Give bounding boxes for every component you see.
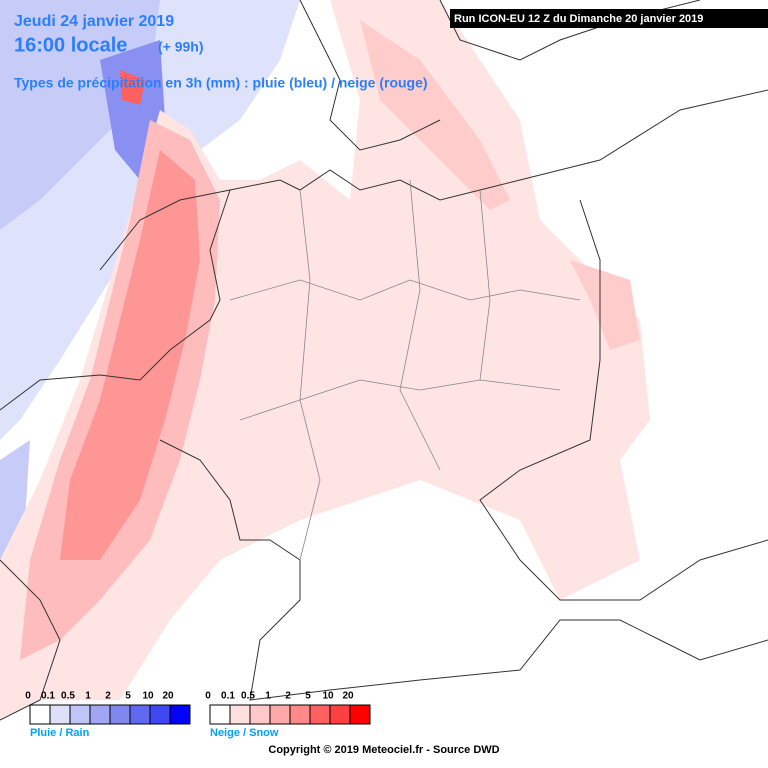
- subtitle: Types de précipitation en 3h (mm) : plui…: [14, 75, 428, 91]
- run-info: Run ICON-EU 12 Z du Dimanche 20 janvier …: [454, 13, 703, 25]
- legend-tick-label: 0: [205, 691, 211, 702]
- legend-tick-label: 2: [105, 691, 111, 702]
- legend-swatch: [129, 704, 151, 725]
- snow-area: [360, 20, 510, 210]
- legend-tick-label: 5: [125, 691, 131, 702]
- legend-tick-label: 1: [85, 691, 91, 702]
- legend-tick-label: 5: [305, 691, 311, 702]
- legend-swatch: [149, 704, 171, 725]
- snow-core: [120, 70, 145, 105]
- legend-swatch: [229, 704, 251, 725]
- legend-tick-label: 20: [162, 691, 174, 702]
- legend-swatch: [209, 704, 231, 725]
- legend-tick-label: 0.5: [61, 691, 75, 702]
- date: Jeudi 24 janvier 2019: [14, 13, 174, 30]
- legend-tick-label: 1: [265, 691, 271, 702]
- rain-legend: 0 0.1 0.5 1 2 5 10 20: [25, 691, 191, 725]
- legend-tick-label: 10: [142, 691, 154, 702]
- legend-swatch: [349, 704, 371, 725]
- time: 16:00 locale: [14, 34, 127, 56]
- legend-tick-label: 0.1: [221, 691, 235, 702]
- run-box: [450, 9, 768, 28]
- rain-label: Pluie / Rain: [30, 727, 90, 739]
- legend-tick-label: 0.5: [241, 691, 255, 702]
- legend-tick-label: 2: [285, 691, 291, 702]
- legend-tick-label: 0.1: [41, 691, 55, 702]
- lead-time: (+ 99h): [158, 39, 204, 55]
- copyright: Copyright © 2019 Meteociel.fr - Source D…: [268, 744, 499, 756]
- legend-tick-label: 10: [322, 691, 334, 702]
- legend-swatch: [49, 704, 71, 725]
- legend-swatch: [69, 704, 91, 725]
- snow-legend: 0 0.1 0.5 1 2 5 10 20: [205, 691, 371, 725]
- legend-swatch: [269, 704, 291, 725]
- legend-swatch: [249, 704, 271, 725]
- snow-area: [60, 150, 200, 560]
- legend-swatch: [29, 704, 51, 725]
- snow-label: Neige / Snow: [210, 727, 279, 739]
- regions: [229, 179, 581, 561]
- borders: [0, 0, 768, 721]
- legend-tick-label: 0: [25, 691, 31, 702]
- legend-tick-label: 20: [342, 691, 354, 702]
- legend-swatch: [329, 704, 351, 725]
- legend-swatch: [109, 704, 131, 725]
- legend-swatch: [309, 704, 331, 725]
- legend-swatch: [289, 704, 311, 725]
- snow-area: [570, 260, 640, 350]
- legend-swatch: [169, 704, 191, 725]
- legend-swatch: [89, 704, 111, 725]
